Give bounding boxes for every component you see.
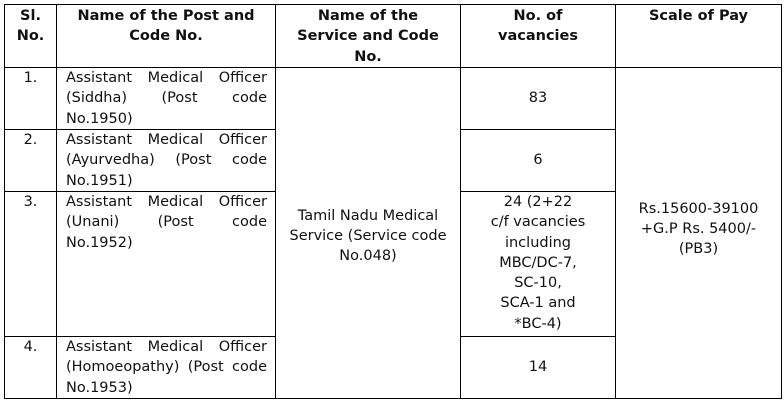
- header-row: Sl. No. Name of the Post and Code No. Na…: [4, 4, 782, 68]
- table-row: 1. Assistant Medical Officer (Siddha) (P…: [4, 67, 782, 399]
- post-name: Assistant Medical Officer (Ayurvedha) (P…: [56, 129, 276, 192]
- vacancy-line: 24 (2+22: [503, 194, 573, 210]
- table-row: 4. Assistant Medical Officer (Homoeopath…: [4, 336, 782, 399]
- header-vacancies: No. of vacancies: [460, 4, 616, 68]
- vacancies: 24 (2+22 c/f vacancies including MBC/DC-…: [460, 191, 616, 337]
- sl-no: 4.: [4, 336, 57, 399]
- sl-no: 3.: [4, 191, 57, 337]
- scale-of-pay: Rs.15600-39100 +G.P Rs. 5400/- (PB3): [615, 67, 782, 399]
- header-service: Name of the Service and Code No.: [275, 4, 461, 68]
- vacancy-table: Sl. No. Name of the Post and Code No. Na…: [4, 4, 782, 399]
- vacancy-line: SCA-1 and: [500, 295, 576, 312]
- sl-no: 2.: [4, 129, 57, 192]
- vacancy-line: including: [504, 234, 572, 251]
- post-name: Assistant Medical Officer (Siddha) (Post…: [56, 67, 276, 130]
- vacancy-line: *BC-4): [514, 315, 562, 332]
- sl-no: 1.: [4, 67, 57, 130]
- service-name: Tamil Nadu Medical Service (Service code…: [275, 67, 461, 399]
- vacancy-line: SC-10,: [514, 275, 562, 292]
- table-row: 2. Assistant Medical Officer (Ayurvedha)…: [4, 129, 782, 192]
- header-scale-of-pay: Scale of Pay: [615, 4, 782, 68]
- vacancies: 6: [460, 129, 616, 192]
- header-sl-no: Sl. No.: [4, 4, 57, 68]
- post-name: Assistant Medical Officer (Unani) (Post …: [56, 191, 276, 337]
- table-row: 3. Assistant Medical Officer (Unani) (Po…: [4, 191, 782, 337]
- post-name: Assistant Medical Officer (Homoeopathy) …: [56, 336, 276, 399]
- vacancy-line: c/f vacancies: [490, 214, 586, 231]
- vacancy-line: MBC/DC-7,: [499, 254, 577, 271]
- header-post: Name of the Post and Code No.: [56, 4, 276, 68]
- vacancies: 83: [460, 67, 616, 130]
- vacancies: 14: [460, 336, 616, 399]
